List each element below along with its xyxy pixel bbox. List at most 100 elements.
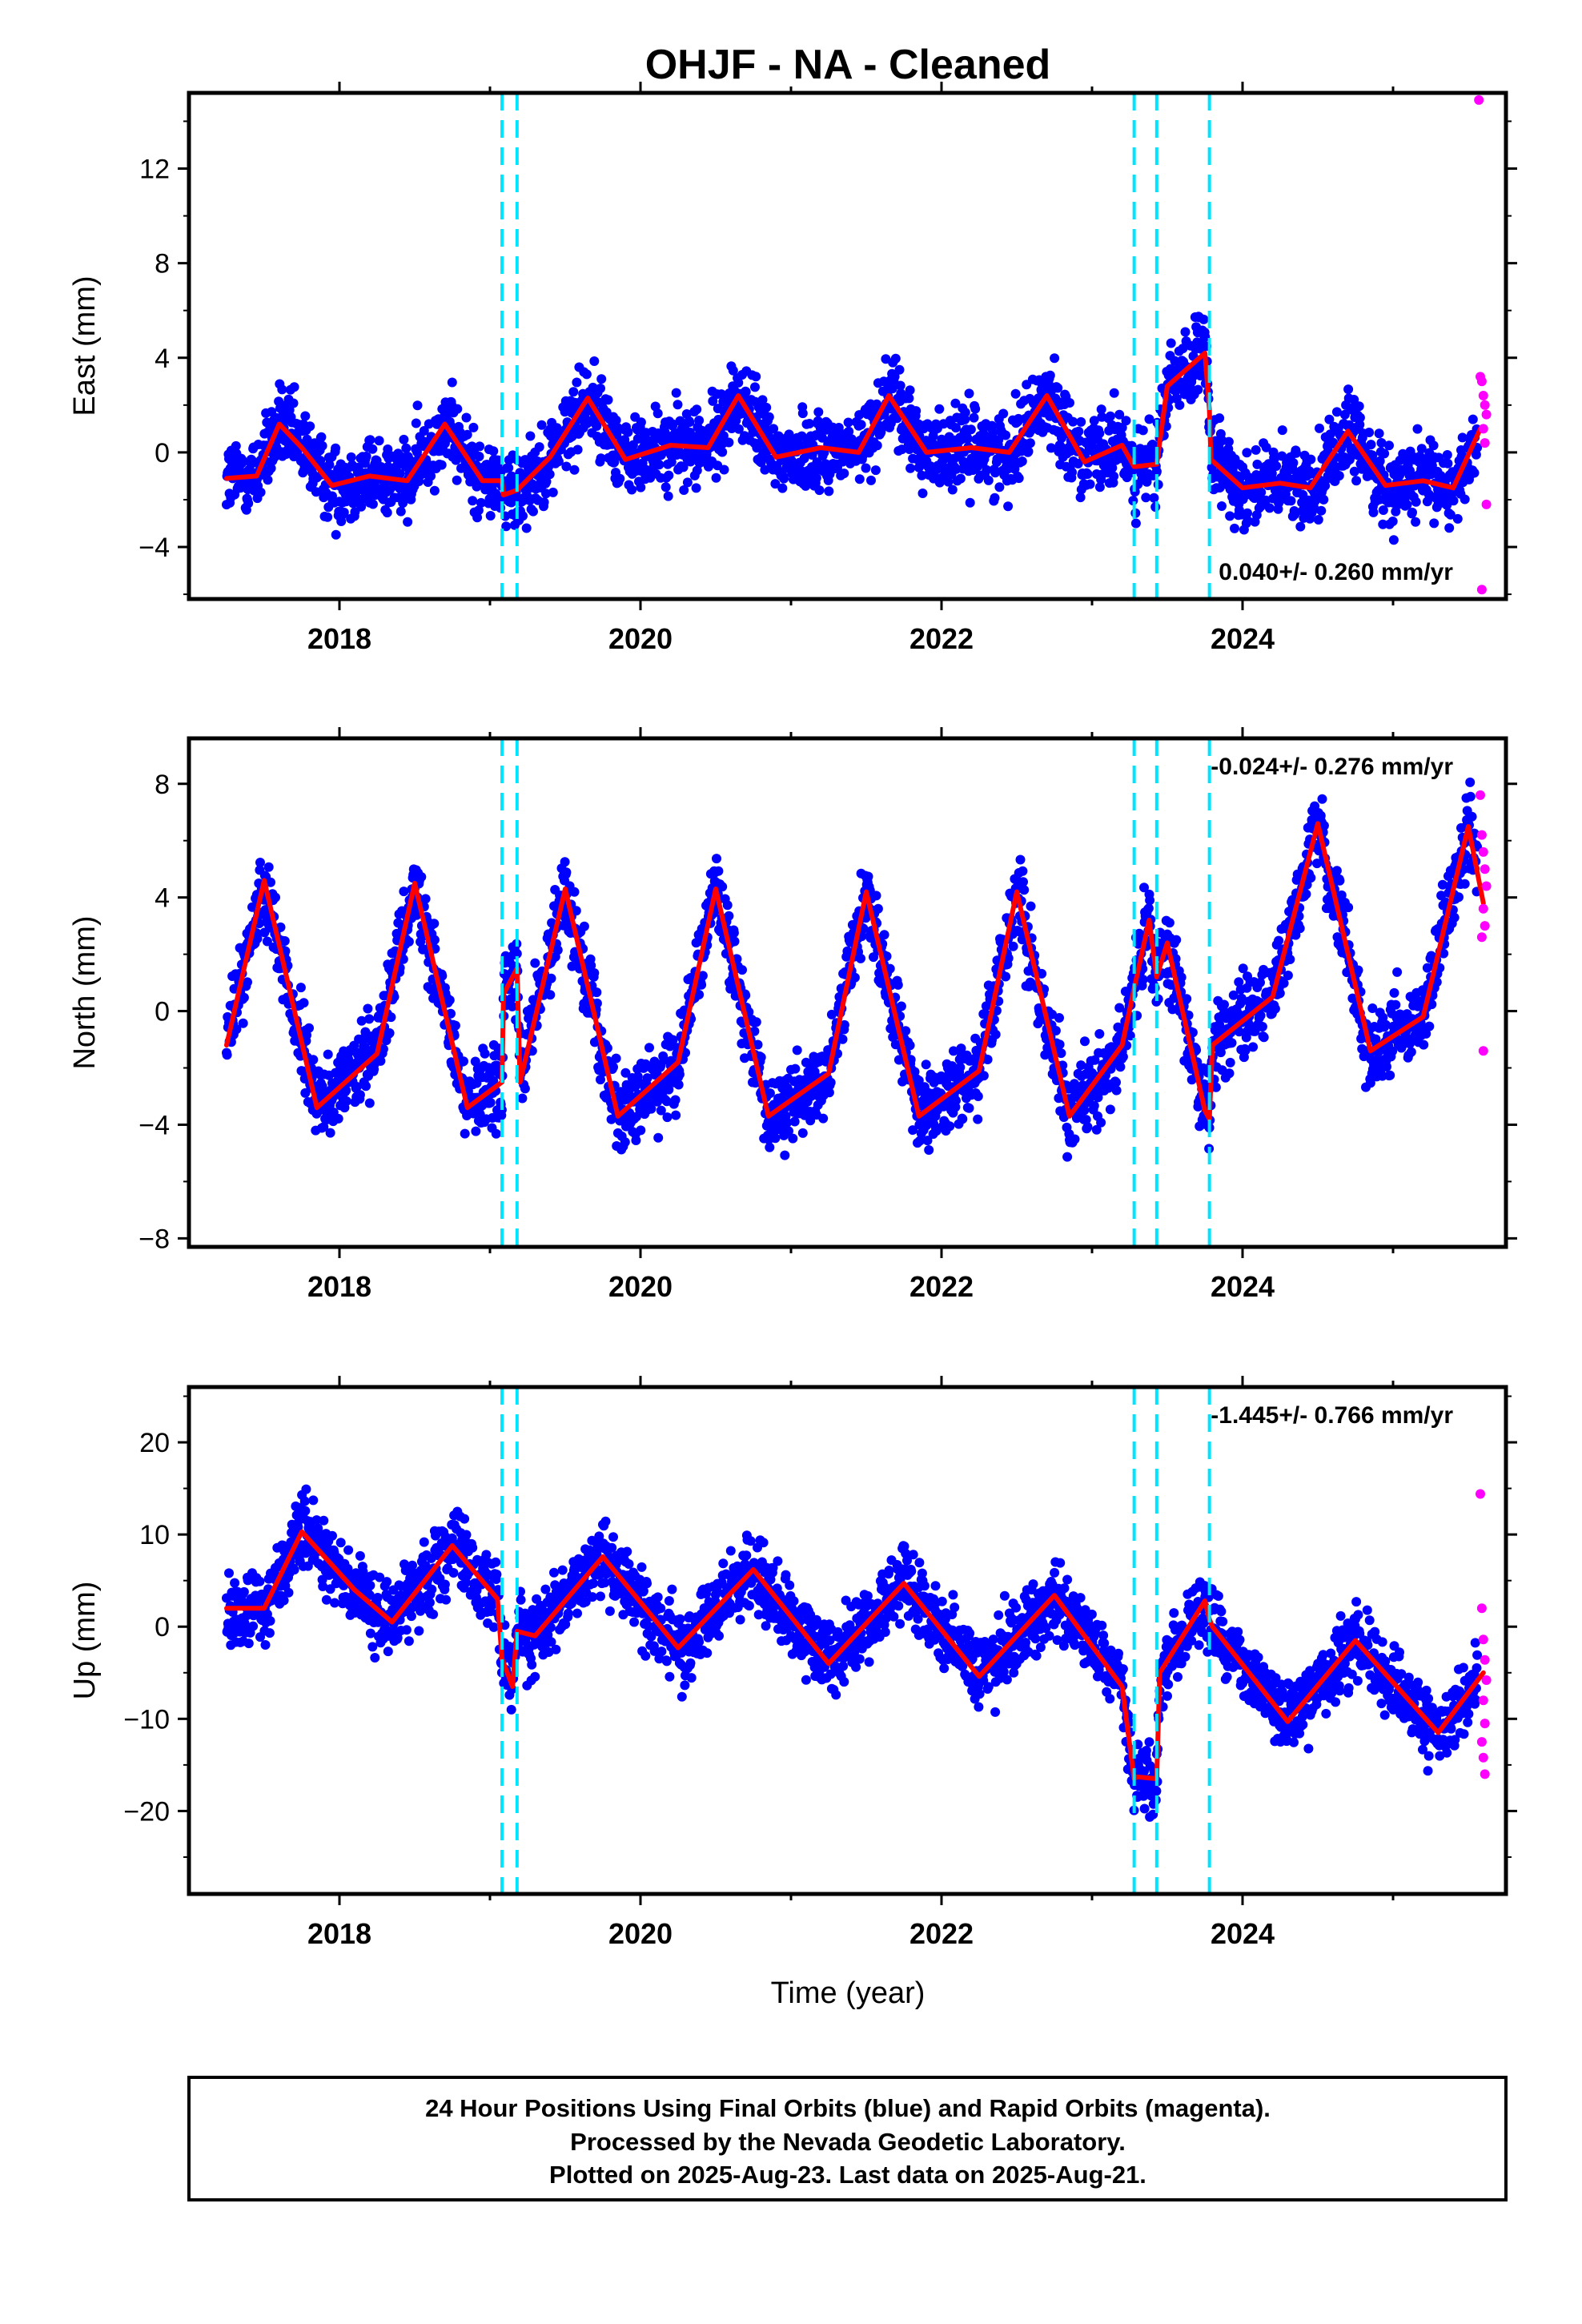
final-orbit-point (1261, 442, 1271, 452)
final-orbit-point (793, 440, 804, 450)
final-orbit-point (994, 482, 1005, 493)
final-orbit-point (596, 384, 605, 393)
final-orbit-point (1227, 1038, 1237, 1048)
final-orbit-point (444, 995, 455, 1005)
y-tick-label: 4 (155, 344, 170, 374)
final-orbit-point (1121, 416, 1131, 426)
final-orbit-point (611, 1053, 621, 1063)
final-orbit-point (728, 365, 738, 376)
final-orbit-point (231, 1024, 242, 1035)
final-orbit-point (765, 1142, 775, 1152)
final-orbit-point (1076, 416, 1086, 427)
final-orbit-point (790, 1063, 801, 1074)
final-orbit-point (1378, 519, 1388, 529)
final-orbit-point (310, 438, 320, 448)
final-orbit-point (789, 1116, 800, 1127)
final-orbit-point (356, 501, 367, 512)
final-orbit-point (620, 1068, 631, 1078)
rapid-orbit-point (1476, 376, 1487, 387)
final-orbit-point (398, 498, 408, 509)
x-tick-label: 2024 (1211, 622, 1275, 655)
final-orbit-point (361, 1081, 371, 1092)
final-orbit-point (586, 960, 596, 971)
final-orbit-point (1082, 1122, 1093, 1132)
final-orbit-point (1429, 518, 1439, 529)
final-orbit-point (1114, 409, 1125, 420)
x-tick-label: 2018 (307, 622, 371, 655)
final-orbit-point (692, 404, 702, 415)
final-orbit-point (1387, 517, 1398, 526)
rapid-orbit-point (1481, 499, 1492, 509)
final-orbit-point (797, 408, 808, 419)
final-orbit-point (1444, 523, 1455, 533)
final-orbit-point (1056, 442, 1066, 452)
final-orbit-point (737, 965, 747, 975)
final-orbit-point (450, 1020, 460, 1031)
final-orbit-point (1412, 424, 1423, 434)
final-orbit-point (1176, 972, 1186, 983)
final-orbit-point (609, 457, 620, 468)
final-orbit-point (572, 444, 583, 455)
final-orbit-point (1457, 432, 1468, 443)
final-orbit-point (375, 1055, 386, 1066)
final-orbit-point (289, 382, 299, 392)
final-orbit-point (1047, 1009, 1058, 1019)
model-fit-line (224, 350, 1483, 498)
final-orbit-point (1050, 1026, 1061, 1035)
final-orbit-point (1269, 454, 1279, 464)
final-orbit-point (1080, 1036, 1090, 1047)
final-orbit-point (911, 406, 921, 416)
final-orbit-point (982, 464, 992, 475)
final-orbit-point (694, 416, 705, 425)
rapid-orbit-point (1478, 391, 1488, 400)
final-orbit-point (399, 887, 409, 897)
final-orbit-point (1037, 968, 1047, 979)
final-orbit-point (973, 1114, 983, 1124)
final-orbit-point (429, 485, 440, 496)
final-orbit-point (399, 434, 409, 444)
final-orbit-point (955, 1062, 966, 1072)
final-orbit-point (243, 498, 254, 509)
final-orbit-point (1023, 446, 1034, 456)
final-orbit-point (983, 475, 994, 485)
final-orbit-point (661, 482, 671, 493)
final-orbit-point (901, 1026, 911, 1036)
final-orbit-point (631, 1136, 641, 1145)
final-orbit-point (363, 1003, 373, 1014)
final-orbit-point (1331, 407, 1342, 417)
final-orbit-point (1243, 516, 1253, 526)
final-orbit-point (922, 1136, 933, 1146)
final-orbit-point (596, 374, 607, 384)
final-orbit-point (571, 906, 581, 916)
final-orbit-point (269, 452, 279, 462)
final-orbit-point (784, 1126, 793, 1136)
final-orbit-point (333, 1113, 343, 1124)
final-orbit-point (462, 429, 472, 440)
final-orbit-point (741, 387, 751, 397)
final-orbit-point (770, 1133, 781, 1144)
final-orbit-point (468, 422, 479, 432)
final-orbit-point (653, 1132, 664, 1143)
final-orbit-point (1452, 513, 1463, 524)
final-orbit-point (1166, 338, 1176, 348)
final-orbit-point (1082, 469, 1093, 479)
final-orbit-point (1025, 438, 1035, 448)
final-orbit-point (1105, 411, 1115, 421)
final-orbit-point (951, 1096, 961, 1106)
final-orbit-point (592, 987, 602, 998)
final-orbit-point (654, 460, 665, 470)
plot-frame (187, 90, 1508, 601)
final-orbit-point (632, 1112, 641, 1122)
final-orbit-point (530, 958, 540, 968)
final-orbit-point (811, 472, 821, 483)
final-orbit-point (764, 412, 774, 422)
final-orbit-point (520, 1084, 530, 1094)
final-orbit-point (691, 483, 701, 493)
final-orbit-point (1295, 521, 1306, 532)
final-orbit-point (871, 891, 881, 901)
final-orbit-point (1115, 1062, 1126, 1072)
final-orbit-point (1017, 456, 1027, 466)
final-orbit-point (476, 497, 486, 508)
final-orbit-point (782, 1117, 793, 1128)
final-orbit-point (1026, 901, 1036, 911)
